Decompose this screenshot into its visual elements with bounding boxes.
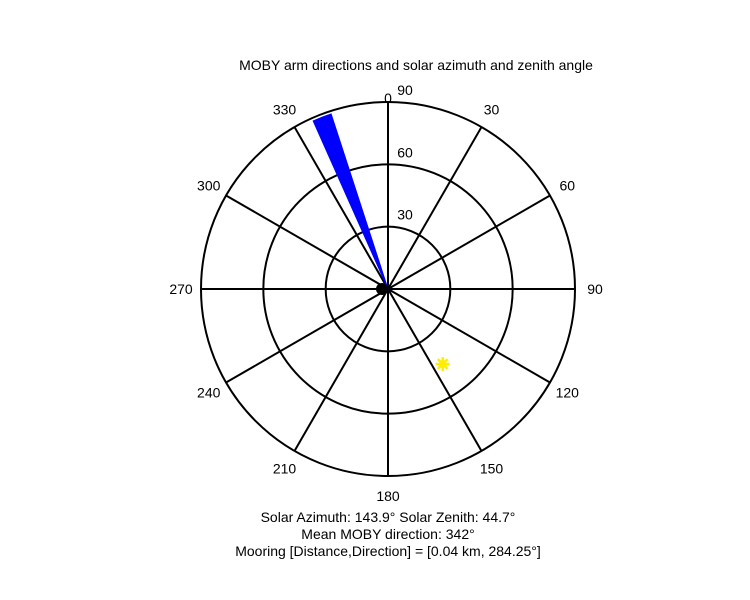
radial-tick-label-90: 90	[397, 82, 413, 98]
label-layer: 0 30 60 90 120 150 180 210 240 270 300 330 30 60 90	[169, 82, 603, 504]
angle-tick-label-30: 30	[484, 102, 500, 118]
angle-tick-label-60: 60	[559, 178, 575, 194]
caption-mooring: Mooring [Distance,Direction] = [0.04 km,…	[235, 543, 541, 559]
sun-marker	[435, 357, 450, 372]
angle-tick-label-300: 300	[197, 178, 221, 194]
center-marker	[376, 283, 388, 295]
caption-moby-direction: Mean MOBY direction: 342°	[301, 526, 474, 542]
angle-tick-label-150: 150	[480, 460, 504, 476]
chart-title: MOBY arm directions and solar azimuth an…	[239, 57, 593, 73]
spoke-30	[387, 126, 483, 290]
angle-tick-label-180: 180	[376, 488, 400, 504]
angle-tick-label-330: 330	[273, 102, 297, 118]
grid-circle-30	[324, 225, 452, 353]
sun-core	[438, 360, 447, 369]
moby-arm-sector	[312, 113, 389, 290]
spoke-60	[387, 194, 551, 290]
spoke-120	[387, 288, 551, 384]
spoke-150	[387, 288, 483, 452]
spoke-330	[293, 126, 389, 290]
radial-tick-label-30: 30	[397, 207, 413, 223]
spoke-240	[225, 288, 389, 384]
caption-solar: Solar Azimuth: 143.9° Solar Zenith: 44.7…	[261, 509, 516, 525]
angle-tick-label-270: 270	[169, 281, 193, 297]
polar-grid	[200, 101, 576, 477]
radial-tick-label-60: 60	[397, 144, 413, 160]
grid-circle-90	[200, 101, 576, 477]
angle-tick-label-0: 0	[384, 90, 392, 106]
spoke-210	[293, 288, 389, 452]
spoke-300	[225, 194, 389, 290]
grid-circle-60	[262, 163, 514, 415]
data-layer	[312, 113, 450, 372]
angle-tick-label-210: 210	[273, 460, 297, 476]
angle-tick-label-120: 120	[556, 385, 580, 401]
angle-tick-label-90: 90	[587, 281, 603, 297]
angle-tick-label-240: 240	[197, 385, 221, 401]
